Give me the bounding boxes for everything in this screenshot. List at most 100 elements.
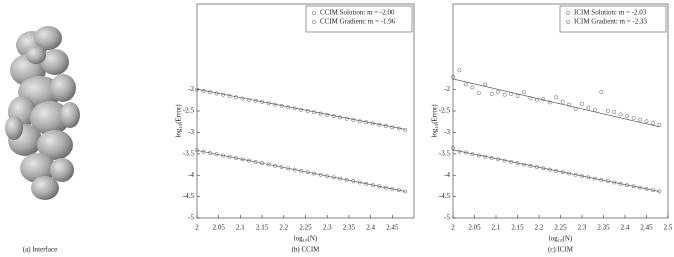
data-point (638, 185, 642, 190)
data-point (618, 181, 623, 186)
data-point (312, 110, 317, 115)
y-tick-label: -3 (188, 128, 194, 136)
data-point (470, 152, 475, 157)
data-point (599, 89, 604, 94)
data-point (240, 157, 245, 162)
data-point (390, 125, 395, 130)
data-point (325, 112, 330, 117)
legend-marker (312, 20, 316, 24)
data-point (234, 156, 239, 161)
caption: (b) CCIM (292, 246, 321, 254)
data-point (260, 100, 265, 104)
x-tick-label: 2.1 (236, 224, 245, 232)
data-point (247, 97, 252, 102)
data-point (357, 180, 362, 185)
data-point (554, 168, 559, 173)
y-tick-label: -3 (444, 128, 450, 136)
data-point (457, 68, 462, 73)
legend-box (559, 5, 667, 33)
data-point (318, 172, 323, 177)
data-point (586, 105, 591, 110)
data-point (403, 127, 408, 132)
legend-marker (566, 11, 570, 15)
data-point (331, 114, 336, 119)
data-point (567, 102, 572, 107)
data-point (195, 148, 199, 153)
data-point (612, 180, 617, 185)
x-axis-label: log₁₀(N) (294, 235, 318, 243)
y-tick-label: -4 (188, 171, 194, 179)
x-tick-label: 2.3 (323, 224, 332, 232)
data-point (451, 145, 455, 150)
data-point (638, 117, 642, 122)
data-point (644, 186, 649, 191)
fit-line (452, 149, 660, 192)
data-point (299, 107, 304, 112)
data-point (599, 177, 604, 182)
data-point (338, 115, 343, 120)
data-point (208, 150, 212, 155)
data-point (260, 161, 265, 166)
x-tick-label: 2 (195, 224, 199, 232)
data-point (227, 94, 232, 98)
data-point (266, 101, 271, 106)
data-point (286, 166, 291, 171)
legend-marker (312, 11, 316, 15)
data-point (292, 106, 297, 111)
data-point (605, 109, 610, 113)
data-point (286, 105, 291, 110)
data-point (651, 121, 655, 125)
data-point (214, 91, 219, 96)
legend-label: ICIM Gradient: m = -2.33 (574, 18, 647, 26)
x-tick-label: 2.5 (664, 224, 673, 232)
plot-frame (452, 3, 669, 219)
y-tick-label: -2.5 (439, 107, 451, 115)
data-point (644, 119, 649, 124)
data-point (489, 91, 494, 96)
data-point (483, 82, 488, 87)
plot-frame (196, 3, 415, 219)
data-point (502, 92, 507, 97)
data-point (273, 102, 278, 107)
data-point (534, 165, 539, 170)
data-point (221, 92, 225, 97)
y-tick-label: -3.5 (439, 149, 451, 157)
data-point (383, 185, 388, 190)
data-point (476, 91, 481, 95)
data-point (560, 170, 565, 175)
data-point (528, 96, 533, 101)
data-point (502, 158, 507, 163)
data-point (657, 122, 662, 127)
data-point (292, 167, 297, 172)
data-point (470, 85, 475, 90)
data-point (299, 168, 304, 173)
data-point (451, 74, 455, 79)
y-tick-label: -2 (444, 85, 450, 93)
data-point (221, 153, 225, 158)
data-point (390, 186, 395, 191)
data-point (541, 166, 546, 171)
x-tick-label: 2.05 (468, 224, 481, 232)
data-point (515, 161, 520, 166)
data-point (312, 171, 317, 176)
data-point (592, 108, 597, 113)
x-tick-label: 2.4 (621, 224, 630, 232)
legend-label: ICIM Solution: m = -2.03 (574, 9, 647, 17)
data-point (631, 115, 636, 120)
data-point (364, 120, 369, 125)
data-point (625, 183, 630, 187)
data-point (573, 172, 578, 177)
data-point (273, 163, 278, 168)
y-tick-label: -5 (188, 214, 194, 222)
x-tick-label: 2.45 (386, 224, 399, 232)
data-point (370, 183, 375, 187)
data-point (541, 97, 546, 101)
data-point (580, 101, 584, 106)
x-tick-label: 2 (451, 224, 455, 232)
data-point (625, 114, 630, 119)
y-tick-label: -4.5 (439, 192, 451, 200)
x-tick-label: 2.45 (640, 224, 653, 232)
y-axis-label: log₁₀(Error) (175, 104, 183, 138)
